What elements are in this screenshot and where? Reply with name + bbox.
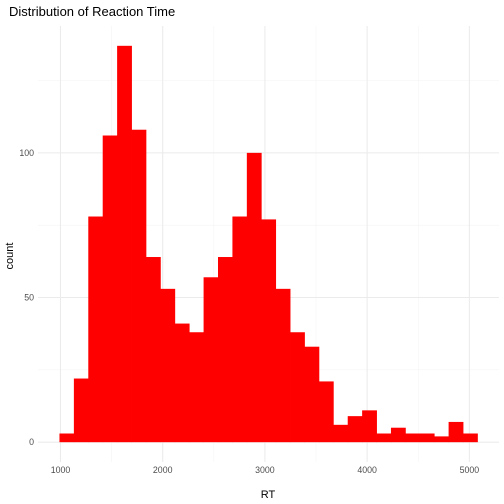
histogram-bar [333, 424, 349, 443]
histogram-bars [59, 45, 478, 443]
x-tick-label: 1000 [51, 465, 71, 475]
x-axis-ticks: 1000 2000 3000 4000 5000 [51, 465, 480, 475]
histogram-bar [203, 277, 219, 443]
histogram-bar [189, 332, 204, 443]
y-tick-label: 100 [19, 148, 34, 158]
histogram-bar [304, 346, 320, 443]
histogram-bar [390, 427, 406, 443]
histogram-bar [318, 381, 334, 443]
histogram-bar [463, 433, 478, 443]
y-tick-label: 50 [24, 293, 34, 303]
chart-title: Distribution of Reaction Time [9, 4, 175, 19]
histogram-bar [117, 45, 132, 443]
histogram-bar [174, 323, 190, 443]
histogram-bar [73, 378, 89, 443]
histogram-bar [405, 433, 421, 443]
histogram-bar [347, 416, 363, 443]
y-axis-title: count [4, 243, 16, 270]
x-tick-label: 3000 [255, 465, 275, 475]
histogram-bar [419, 433, 435, 443]
histogram-bar [145, 257, 161, 443]
histogram-bar [102, 135, 118, 443]
histogram-bar [88, 216, 104, 443]
histogram-bar [160, 288, 176, 443]
histogram-bar [59, 433, 75, 443]
histogram-bar [232, 216, 248, 443]
y-axis-ticks: 0 50 100 [19, 148, 34, 447]
histogram-bar [448, 421, 464, 443]
histogram-bar [275, 288, 291, 443]
x-tick-label: 5000 [460, 465, 480, 475]
histogram-bar [376, 433, 392, 443]
x-axis-title: RT [261, 489, 276, 501]
plot-panel [38, 26, 499, 462]
histogram-bar [218, 257, 233, 443]
x-tick-label: 4000 [357, 465, 377, 475]
x-tick-label: 2000 [153, 465, 173, 475]
histogram-bar [131, 129, 147, 443]
histogram-bar [362, 410, 377, 443]
histogram-bar [290, 332, 305, 443]
histogram-bar [434, 436, 450, 443]
histogram-bar [246, 152, 262, 443]
y-tick-label: 0 [29, 437, 34, 447]
histogram-bar [261, 219, 277, 443]
